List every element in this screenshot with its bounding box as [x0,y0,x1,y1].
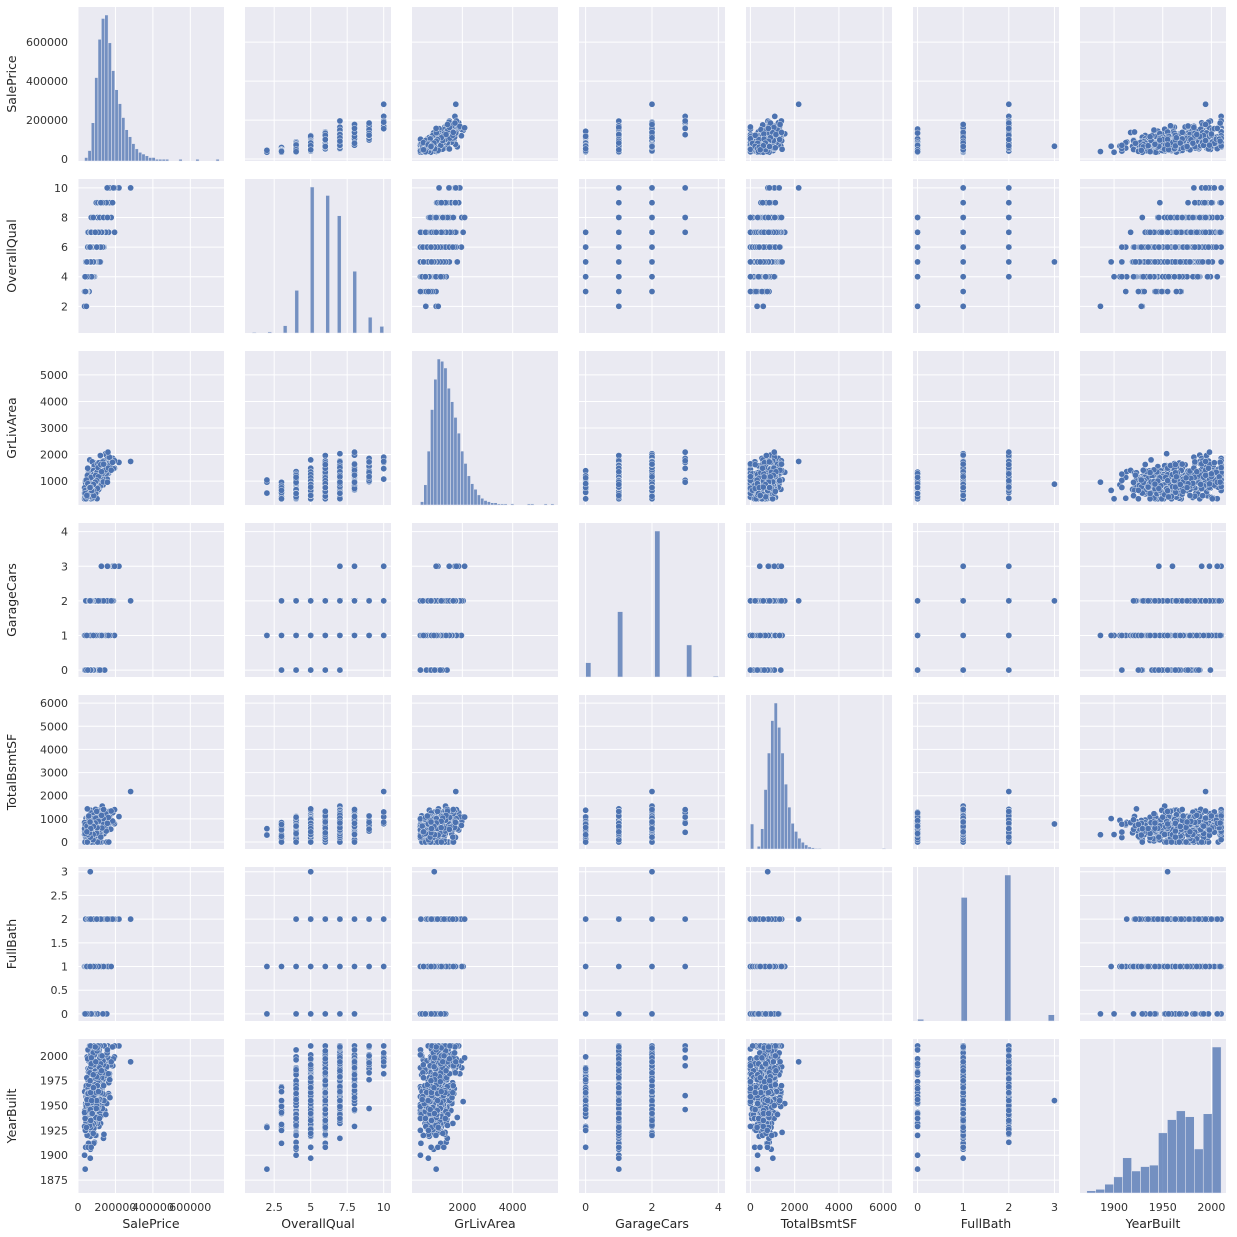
scatter-point [351,140,357,146]
scatter-point [381,101,387,107]
scatter-point [322,136,328,142]
hist-bar [142,154,145,161]
hist-bar [111,71,114,161]
hist-bar [128,137,131,161]
hist-bar [105,15,108,161]
panel-sale-price-vs-garage-cars [579,7,725,161]
hist-bar [196,159,199,161]
hist-bar [132,144,135,161]
hist-bar [145,156,148,161]
panel-sale-price-vs-overall-qual [245,7,391,161]
hist-bar [149,158,152,161]
hist-bar [155,159,158,161]
hist-bar [125,130,128,161]
scatter-point [366,120,372,126]
hist-bar [135,149,138,161]
hist-bar [88,151,91,161]
scatter-point [433,125,439,131]
scatter-point [337,138,343,144]
panel-sale-price-vs-sale-price [78,7,224,161]
scatter-point [293,149,299,155]
hist-bar [98,39,101,161]
scatter-point [420,147,426,153]
hist-bar [108,43,111,161]
hist-bar [165,159,168,161]
scatter-point [450,129,456,135]
hist-bar [179,159,182,161]
scatter-point [322,143,328,149]
hist-bar [85,158,88,161]
hist-bar [159,159,162,161]
pair-plot: 0 200000400000600000SalePrice2.5 5 7.5 10Ove… [0,0,1237,1237]
scatter-point [308,147,314,153]
panel-sale-price-vs-gr-liv-area [412,7,558,161]
scatter-point [278,148,284,154]
scatter-point [381,126,387,132]
hist-bar [216,159,219,161]
scatter-point [337,118,343,124]
hist-bar [118,104,121,161]
scatter-point [446,146,452,152]
scatter-point [452,120,458,126]
scatter-point [453,101,459,107]
hist-bar [138,152,141,161]
scatter-point [428,143,434,149]
scatter-point [444,121,450,127]
scatter-point [462,125,468,131]
hist-bar [152,158,155,161]
hist-bar [122,118,125,161]
hist-bar [101,18,104,161]
hist-bar [91,123,94,161]
hist-bar [162,159,165,161]
scatter-point [264,147,270,153]
hist-bar [95,78,98,161]
hist-bar [115,90,118,161]
scatter-point [366,132,372,138]
scatter-point [381,119,387,125]
scatter-point [351,125,357,131]
